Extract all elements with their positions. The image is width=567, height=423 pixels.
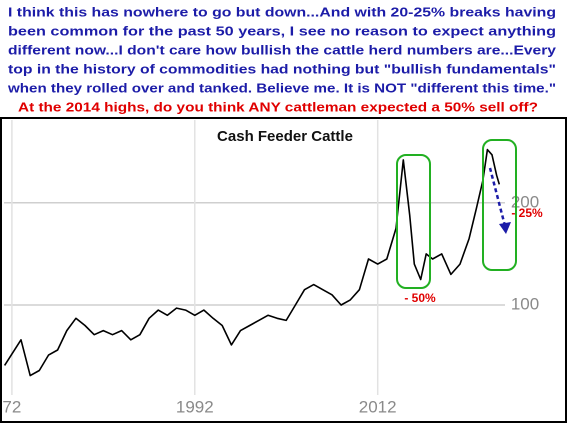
arrow-head	[499, 222, 511, 234]
highlight-box	[482, 139, 517, 271]
annotation: - 25%	[511, 206, 543, 220]
comment-line: been common for the past 50 years, I see…	[8, 23, 556, 38]
chart-frame	[0, 117, 567, 423]
y-tick-label: 100	[511, 295, 539, 314]
question-line: At the 2014 highs, do you think ANY catt…	[18, 99, 538, 114]
x-tick-label: 72	[2, 397, 21, 416]
price-line	[3, 148, 501, 377]
x-tick-label: 2012	[359, 397, 397, 416]
comment-line: different now...I don't care how bullish…	[8, 42, 557, 57]
highlight-box	[396, 154, 431, 289]
grid: 100 200 72 1992 2012	[2, 120, 539, 416]
comment-line: when they rolled over and tanked. Believ…	[7, 80, 556, 95]
x-tick-label: 1992	[176, 397, 214, 416]
comment-line: top in the history of commodities had no…	[8, 61, 556, 76]
plot	[3, 148, 501, 377]
commentary: I think this has nowhere to go but down.…	[7, 4, 557, 114]
annotation: - 50%	[404, 291, 436, 305]
arrow-shaft	[488, 167, 507, 227]
y-tick-label: 200	[511, 192, 539, 211]
chart-title: Cash Feeder Cattle	[217, 128, 353, 145]
comment-line: I think this has nowhere to go but down.…	[8, 4, 556, 19]
